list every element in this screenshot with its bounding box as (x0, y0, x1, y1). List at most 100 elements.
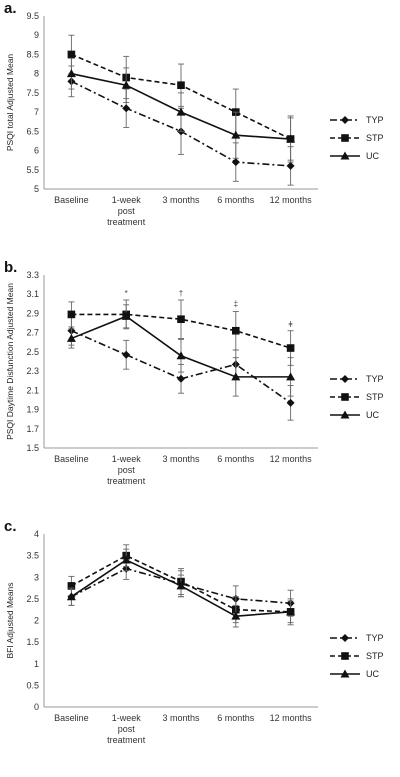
y-tick-label: 7 (34, 107, 39, 117)
x-tick-label: Baseline (54, 454, 89, 464)
y-tick-label: 1.5 (26, 443, 39, 453)
x-tick-label: post (118, 724, 136, 734)
legend-marker-uc (340, 669, 350, 678)
y-tick-label: 1.7 (26, 424, 39, 434)
legend-label-uc: UC (366, 410, 379, 420)
y-tick-label: 3.1 (26, 289, 39, 299)
data-point-uc (121, 311, 131, 320)
x-tick-label: 12 months (270, 195, 313, 205)
y-tick-label: 5.5 (26, 165, 39, 175)
data-point-uc (121, 555, 131, 564)
data-point-typ (286, 161, 295, 170)
y-tick-label: 3.5 (26, 551, 39, 561)
y-tick-label: 6.5 (26, 126, 39, 136)
legend-marker-stp (341, 652, 349, 660)
x-tick-label: 12 months (270, 713, 313, 723)
y-axis-label: PSQI total Adjusted Mean (5, 54, 15, 152)
x-tick-label: treatment (107, 476, 146, 486)
y-tick-label: 8 (34, 69, 39, 79)
y-tick-label: 9 (34, 30, 39, 40)
data-point-uc (231, 130, 241, 139)
data-point-uc (66, 592, 76, 601)
chart-a: a. PSQI total Adjusted Mean 5 5.5 6 6.5 7 7.5 8 8… (4, 0, 384, 227)
data-point-stp (67, 310, 76, 319)
legend-marker-stp (341, 393, 349, 401)
series-line-stp (71, 313, 291, 349)
data-point-stp (177, 81, 185, 89)
y-tick-label: 2 (34, 616, 39, 626)
x-tick-label: 6 months (217, 713, 255, 723)
x-tick-label: 1-week (112, 713, 142, 723)
legend-marker-uc (340, 410, 350, 419)
x-tick-label: post (118, 465, 136, 475)
data-point-uc (121, 80, 131, 89)
legend-marker-uc (340, 151, 350, 160)
x-tick-label: 3 months (162, 454, 200, 464)
legend-label-stp: STP (366, 392, 384, 402)
chart-panel-a: a. PSQI total Adjusted Mean 5 5.5 6 6.5 7 7.5 8 8… (0, 0, 400, 259)
x-tick-label: 1-week (112, 195, 142, 205)
data-point-stp (286, 344, 295, 352)
data-point-uc (176, 107, 186, 116)
data-point-typ (231, 158, 240, 167)
data-point-typ (122, 350, 131, 359)
data-point-stp (177, 315, 185, 324)
y-tick-label: 6 (34, 146, 39, 156)
significance-marker: ǂ (288, 320, 293, 329)
x-tick-label: 6 months (217, 454, 255, 464)
panel-label: a. (4, 0, 17, 17)
chart-c: c. BFI Adjusted Means 0 0.5 1 1.5 2 2.5 3 3.5 4 Bas… (4, 518, 384, 745)
x-tick-label: post (118, 206, 136, 216)
series-line-typ (71, 567, 291, 604)
y-tick-label: 2.5 (26, 347, 39, 357)
data-point-uc (231, 611, 241, 620)
x-tick-label: 1-week (112, 454, 142, 464)
legend-marker-typ (341, 375, 349, 383)
legend-label-stp: STP (366, 133, 384, 143)
legend-label-uc: UC (366, 669, 379, 679)
data-point-uc (66, 69, 76, 78)
legend-label-uc: UC (366, 151, 379, 161)
data-point-uc (231, 372, 241, 381)
y-tick-label: 2.1 (26, 385, 39, 395)
legend-marker-typ (341, 116, 349, 124)
data-point-stp (232, 326, 240, 335)
data-point-uc (286, 134, 296, 143)
data-point-uc (66, 333, 76, 342)
x-tick-label: 3 months (162, 195, 200, 205)
significance-marker: † (179, 289, 183, 298)
y-tick-label: 2.5 (26, 594, 39, 604)
legend-marker-stp (341, 134, 349, 142)
data-point-typ (177, 374, 185, 383)
y-tick-label: 7.5 (26, 88, 39, 98)
y-tick-label: 3 (34, 572, 39, 582)
chart-panel-b: b. PSQI Daytime Disfunction Adjusted Mean… (0, 259, 400, 518)
legend-label-typ: TYP (366, 374, 384, 384)
data-point-uc (286, 607, 296, 616)
legend-marker-typ (341, 634, 349, 642)
y-tick-label: 9.5 (26, 11, 39, 21)
x-tick-label: Baseline (54, 713, 89, 723)
chart-panel-c: c. BFI Adjusted Means 0 0.5 1 1.5 2 2.5 3 3.5 4 Bas… (0, 518, 400, 777)
y-axis-label: PSQI Daytime Disfunction Adjusted Mean (5, 283, 15, 440)
data-point-typ (122, 104, 131, 113)
y-tick-label: 0.5 (26, 680, 39, 690)
x-tick-label: 12 months (270, 454, 313, 464)
legend-label-typ: TYP (366, 115, 384, 125)
y-tick-label: 5 (34, 184, 39, 194)
x-tick-label: 6 months (217, 195, 255, 205)
y-tick-label: 1.5 (26, 637, 39, 647)
y-tick-label: 0 (34, 702, 39, 712)
x-tick-label: treatment (107, 735, 146, 745)
x-tick-label: 3 months (162, 713, 200, 723)
data-point-uc (286, 372, 296, 381)
y-tick-label: 2.3 (26, 366, 39, 376)
panel-label: c. (4, 518, 17, 535)
panel-label: b. (4, 259, 17, 276)
legend-label-typ: TYP (366, 633, 384, 643)
data-point-uc (176, 581, 186, 590)
data-point-stp (67, 582, 76, 590)
y-axis-label: BFI Adjusted Means (5, 582, 15, 658)
data-point-typ (286, 398, 295, 407)
x-tick-label: Baseline (54, 195, 89, 205)
